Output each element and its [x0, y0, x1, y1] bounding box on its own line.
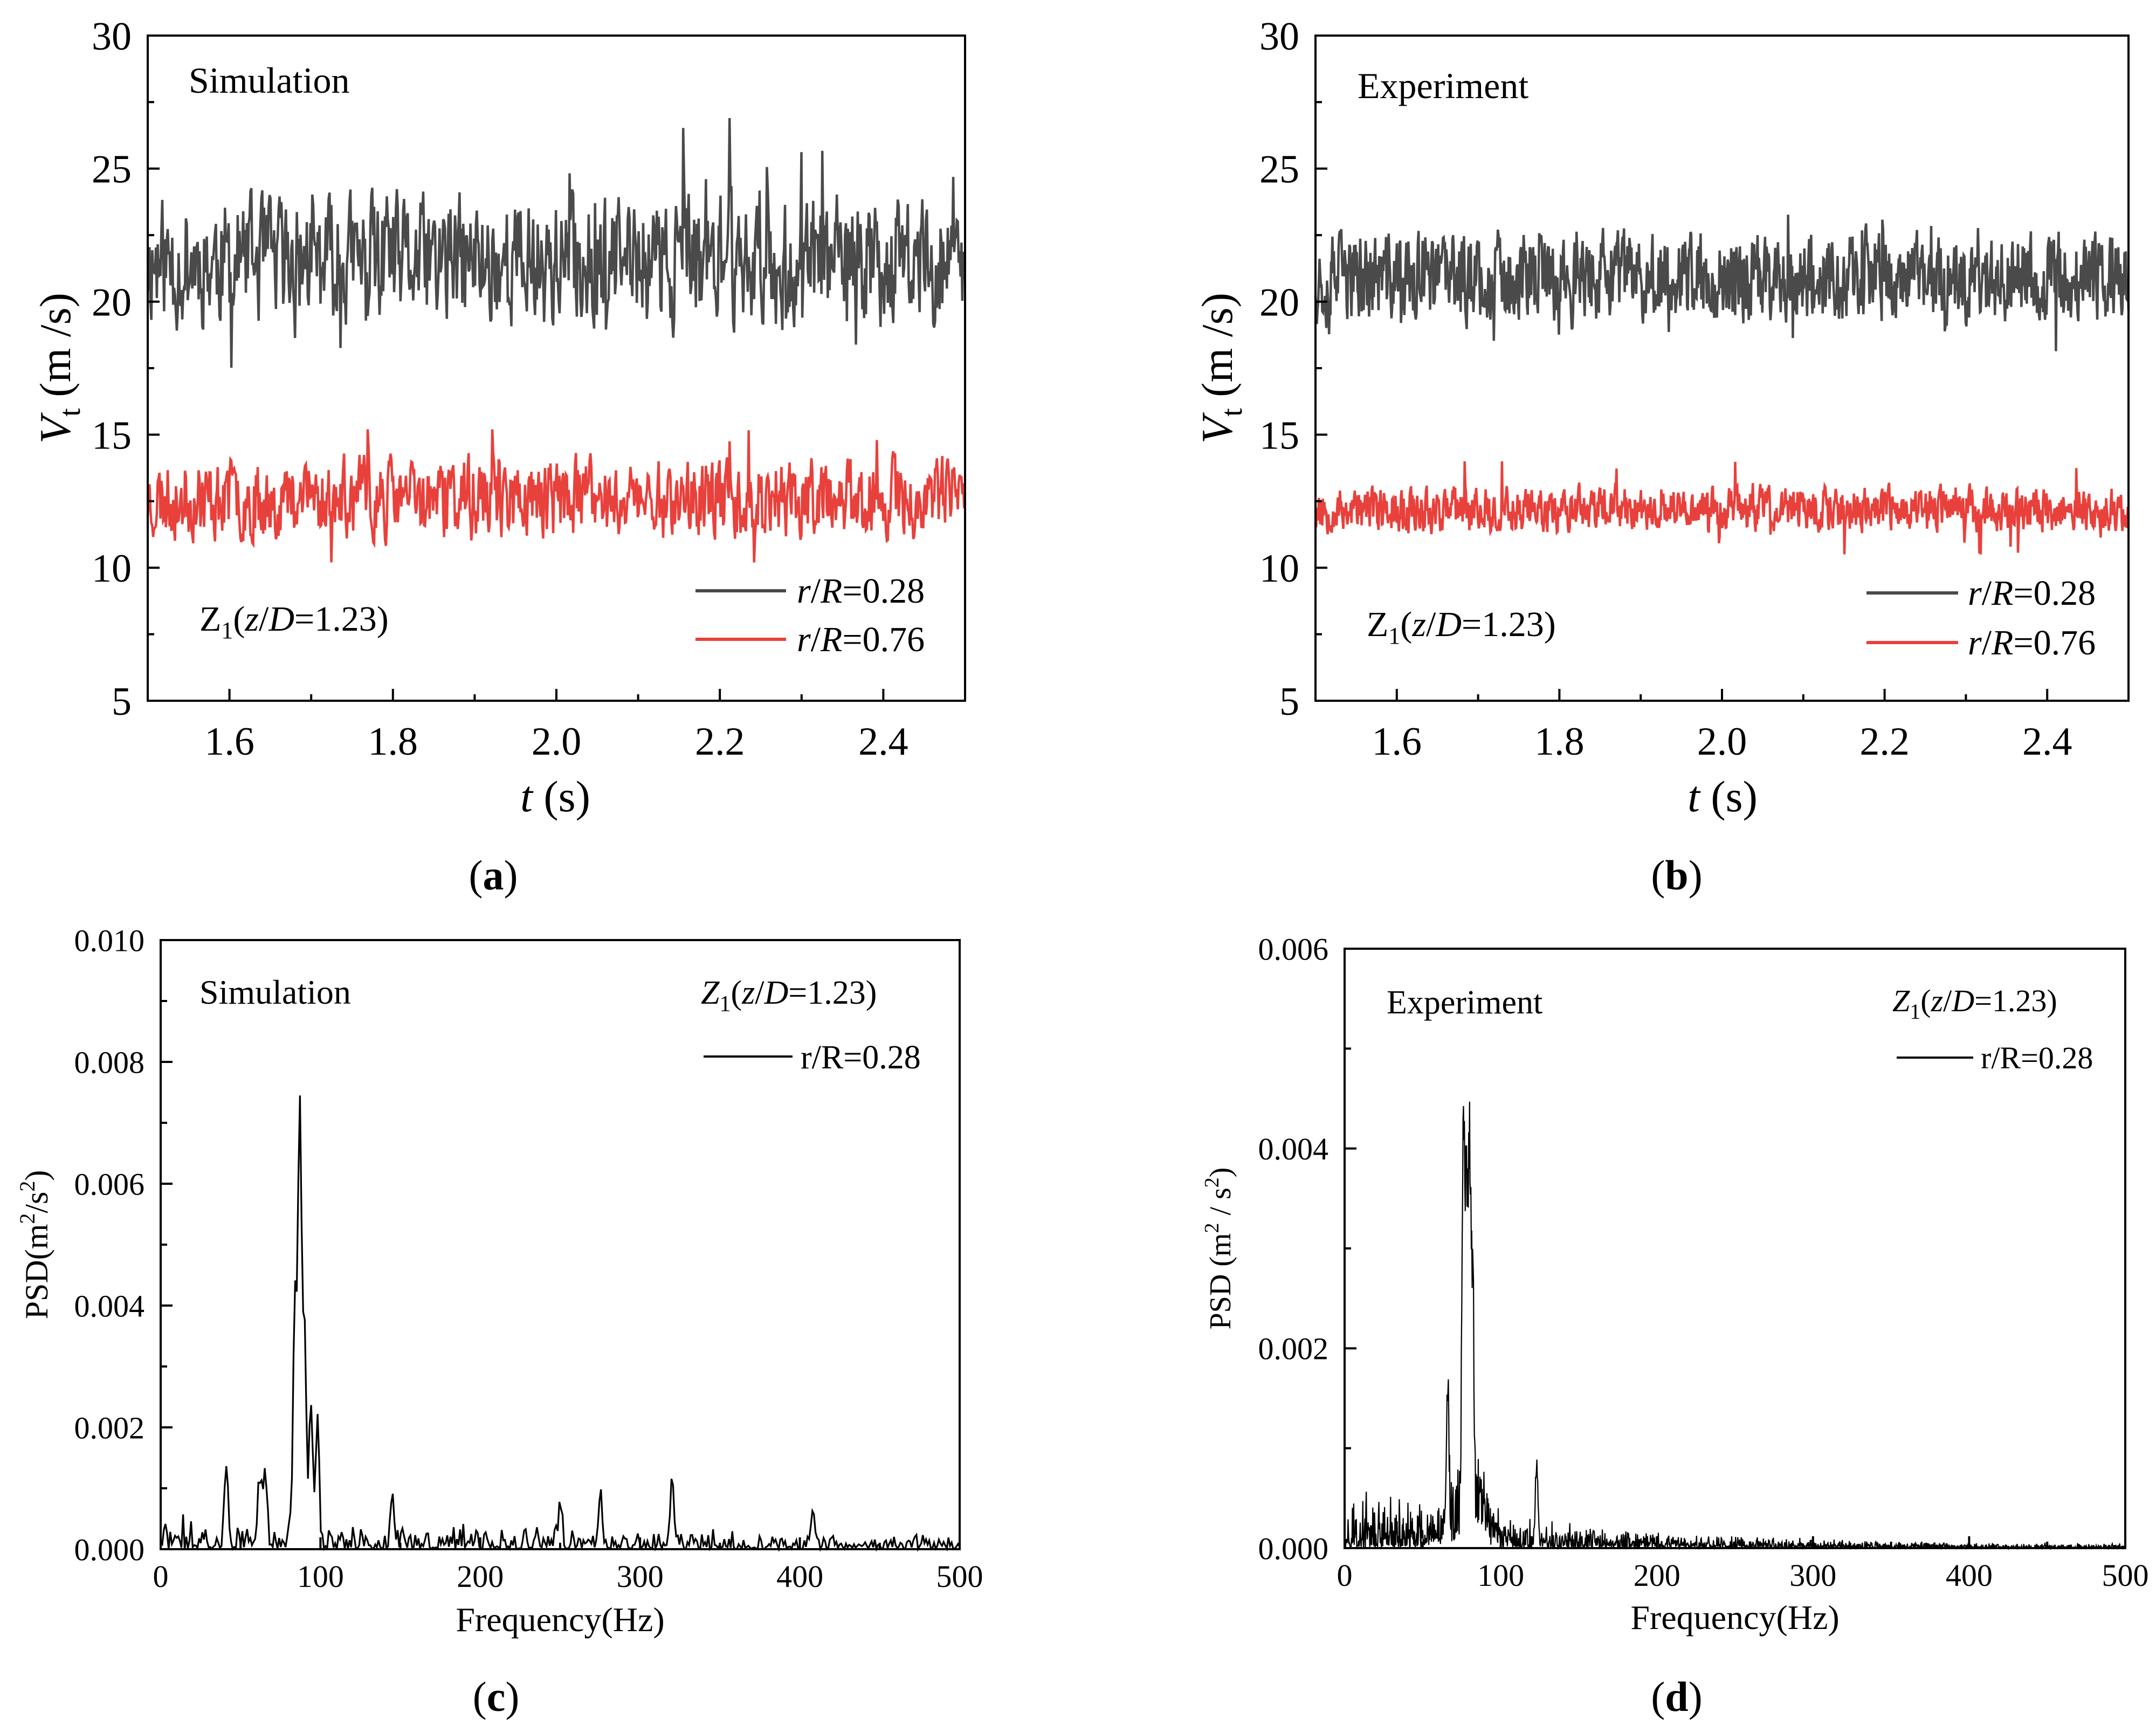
panel-d-xlabel: Frequency(Hz)	[1630, 1598, 1839, 1637]
panel-a-xticks: 1.6 1.8 2.0 2.2 2.4	[204, 689, 908, 764]
y-tick-label: 15	[1259, 413, 1299, 458]
x-tick-label: 300	[617, 1559, 664, 1594]
psd-line	[1344, 1101, 2126, 1551]
x-tick-label: 2.0	[1697, 720, 1747, 764]
panel-b-yticks: 5 10 15 20 25 30	[1259, 15, 1327, 724]
x-tick-label: 400	[1946, 1558, 1993, 1593]
panel-d: 0 100 200 300 400 500 0.000 0.002 0.004 0.006 Ex…	[1201, 931, 2149, 1720]
x-tick-label: 2.0	[532, 720, 582, 764]
series-line-2	[1314, 461, 2130, 555]
panel-c-xticks: 0 100 200 300 400 500	[153, 1537, 983, 1594]
x-tick-label: 300	[1789, 1558, 1836, 1593]
x-tick-label: 200	[457, 1559, 504, 1594]
panel-a-label: (a)	[469, 852, 518, 899]
panel-a-legend-label-2: r/R=0.76	[797, 620, 925, 659]
panel-c-frame	[160, 939, 961, 1550]
x-tick-label: 200	[1634, 1558, 1680, 1593]
x-tick-label: 0	[153, 1559, 169, 1594]
panel-b-zone-label: Z1(z/D=1.23)	[1367, 605, 1556, 649]
panel-d-label: (d)	[1651, 1673, 1702, 1720]
y-tick-label: 0.004	[1258, 1131, 1329, 1166]
y-tick-label: 0.002	[1258, 1331, 1329, 1366]
y-tick-label: 0.000	[74, 1532, 145, 1567]
x-tick-label: 400	[776, 1559, 823, 1594]
panel-b-plot	[1314, 215, 2130, 555]
x-tick-label: 2.2	[1859, 720, 1910, 764]
x-tick-label: 1.8	[1534, 720, 1585, 764]
panel-d-title-annotation: Experiment	[1387, 984, 1542, 1021]
y-tick-label: 15	[92, 413, 132, 458]
panel-d-zone-label: Z1(z/D=1.23)	[1892, 983, 2057, 1024]
y-tick-label: 0.000	[1258, 1531, 1329, 1566]
panel-d-yticks: 0.000 0.002 0.004 0.006	[1258, 931, 1356, 1566]
panel-a-legend-label-1: r/R=0.28	[797, 571, 925, 611]
y-tick-label: 0.006	[74, 1166, 145, 1202]
panel-c-plot	[160, 1095, 961, 1552]
panel-a-plot	[146, 118, 967, 563]
x-tick-label: 1.6	[1372, 720, 1422, 764]
y-tick-label: 30	[1259, 15, 1299, 59]
y-tick-label: 25	[1259, 148, 1299, 192]
panel-a-xlabel: t (s)	[520, 772, 590, 821]
psd-line	[160, 1095, 961, 1552]
x-tick-label: 1.8	[368, 720, 418, 764]
y-tick-label: 10	[1259, 547, 1299, 591]
panel-b-legend-label-2: r/R=0.76	[1968, 623, 2096, 662]
panel-b-label: (b)	[1651, 852, 1702, 899]
panel-b-title-annotation: Experiment	[1358, 65, 1528, 106]
panel-c-label: (c)	[473, 1673, 520, 1720]
panel-b-ylabel: Vt (m /s)	[1193, 293, 1249, 444]
y-tick-label: 30	[92, 15, 132, 59]
series-line-2	[146, 429, 966, 563]
panel-b-legend-label-1: r/R=0.28	[1968, 574, 2096, 613]
y-tick-label: 0.010	[74, 923, 145, 958]
x-tick-label: 2.4	[2022, 720, 2072, 764]
panel-a-yticks: 5 10 15 20 25 30	[92, 15, 160, 724]
panel-c-zone-label: Z1(z/D=1.23)	[701, 975, 877, 1017]
y-tick-label: 5	[1279, 680, 1299, 724]
y-tick-label: 20	[92, 281, 132, 325]
y-tick-label: 0.004	[74, 1288, 145, 1323]
y-tick-label: 0.002	[74, 1410, 145, 1445]
panel-b: 1.6 1.8 2.0 2.2 2.4 5 10 15 20 25 30 Experiment Z…	[1193, 15, 2130, 899]
panel-c-yticks: 0.000 0.002 0.004 0.006 0.008 0.010	[74, 923, 173, 1567]
panel-a: 1.6 1.8 2.0 2.2 2.4 5 10 15 20 25 30 Simulation Z…	[31, 15, 967, 899]
panel-c-title-annotation: Simulation	[199, 973, 351, 1011]
panel-d-xticks: 0 100 200 300 400 500	[1337, 1536, 2149, 1593]
panel-c: 0 100 200 300 400 500 0.0000.0020.0040.0060.0…	[15, 923, 983, 1720]
y-tick-label: 25	[92, 148, 132, 192]
y-tick-label: 20	[1259, 281, 1299, 325]
y-tick-label: 0.006	[1258, 931, 1329, 966]
y-tick-label: 5	[112, 680, 132, 724]
x-tick-label: 100	[1477, 1558, 1524, 1593]
panel-c-ylabel: PSD(m2/s2)	[15, 1170, 54, 1320]
x-tick-label: 2.4	[858, 720, 908, 764]
panel-c-xlabel: Frequency(Hz)	[456, 1600, 664, 1639]
panel-b-xlabel: t (s)	[1687, 772, 1758, 821]
x-tick-label: 0	[1337, 1558, 1353, 1593]
panel-b-xticks: 1.6 1.8 2.0 2.2 2.4	[1372, 689, 2072, 764]
panel-c-legend-label: r/R=0.28	[801, 1039, 921, 1076]
panel-d-plot	[1344, 1101, 2126, 1551]
panel-a-ylabel: Vt (m /s)	[31, 293, 87, 444]
panel-d-ylabel: PSD (m2 / s2)	[1201, 1168, 1237, 1330]
x-tick-label: 500	[936, 1559, 983, 1594]
x-tick-label: 2.2	[695, 720, 745, 764]
x-tick-label: 500	[2102, 1558, 2149, 1593]
panel-d-legend-label: r/R=0.28	[1981, 1040, 2093, 1075]
x-tick-label: 100	[297, 1559, 344, 1594]
y-tick-label: 10	[92, 547, 132, 591]
panel-a-zone-label: Z1(z/D=1.23)	[199, 599, 389, 644]
y-tick-label: 0.008	[74, 1045, 145, 1080]
series-line-1	[1314, 215, 2130, 351]
panel-a-title-annotation: Simulation	[189, 60, 349, 101]
x-tick-label: 1.6	[204, 720, 254, 764]
series-line-1	[146, 118, 967, 368]
